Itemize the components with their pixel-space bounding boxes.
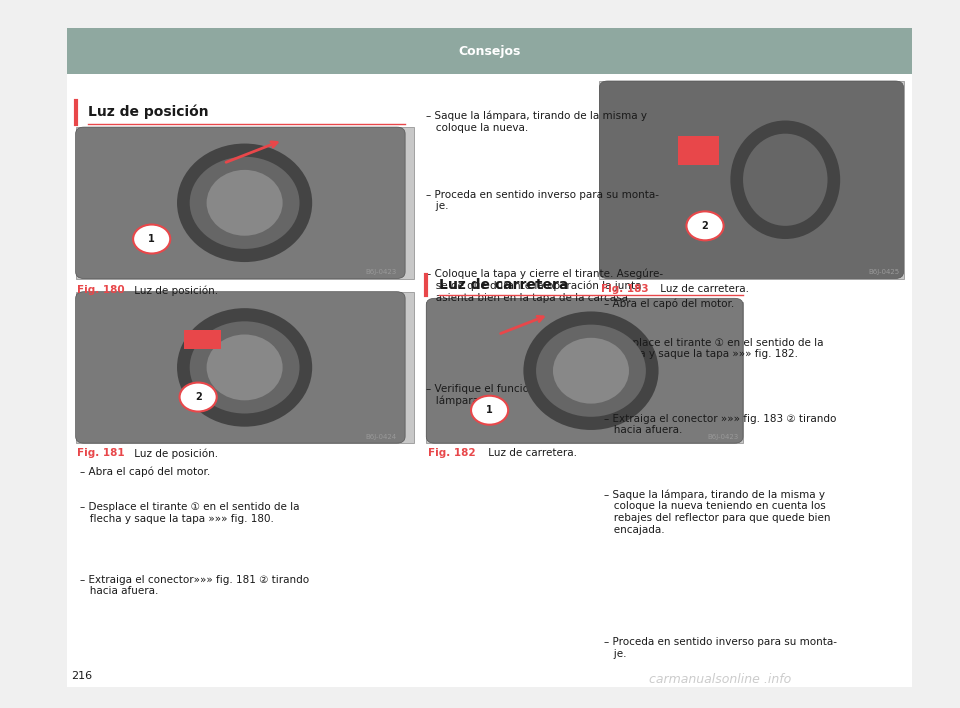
FancyBboxPatch shape	[67, 28, 912, 687]
Text: Luz de carretera: Luz de carretera	[439, 278, 568, 292]
Circle shape	[686, 212, 724, 240]
Text: 1: 1	[486, 405, 493, 415]
Text: – Coloque la tapa y cierre el tirante. Asegúre-
   se de que durante la operació: – Coloque la tapa y cierre el tirante. A…	[426, 268, 663, 303]
FancyBboxPatch shape	[599, 81, 903, 278]
Text: B6J-0425: B6J-0425	[868, 269, 900, 275]
Text: B6J-0423: B6J-0423	[366, 269, 396, 275]
Ellipse shape	[190, 321, 300, 413]
Ellipse shape	[743, 134, 828, 226]
Text: 2: 2	[195, 392, 202, 402]
FancyBboxPatch shape	[76, 292, 414, 443]
Ellipse shape	[177, 308, 312, 427]
Text: B6J-0423: B6J-0423	[708, 434, 739, 440]
Text: – Saque la lámpara, tirando de la misma y
   coloque la nueva.: – Saque la lámpara, tirando de la misma …	[426, 110, 647, 132]
Ellipse shape	[523, 312, 659, 430]
FancyBboxPatch shape	[426, 298, 743, 443]
Text: 216: 216	[71, 671, 92, 682]
FancyBboxPatch shape	[76, 127, 414, 278]
Text: – Abra el capó del motor.: – Abra el capó del motor.	[604, 298, 733, 309]
Text: Fig. 182: Fig. 182	[428, 448, 475, 458]
Ellipse shape	[190, 156, 300, 249]
Text: – Verifique el funcionamiento de la nueva
   lámpara.: – Verifique el funcionamiento de la nuev…	[426, 384, 643, 406]
FancyBboxPatch shape	[599, 81, 903, 278]
Text: Luz de carretera.: Luz de carretera.	[657, 284, 749, 294]
Text: – Proceda en sentido inverso para su monta-
   je.: – Proceda en sentido inverso para su mon…	[426, 190, 660, 211]
Circle shape	[180, 382, 217, 411]
FancyBboxPatch shape	[76, 127, 405, 278]
Ellipse shape	[553, 338, 629, 404]
FancyBboxPatch shape	[426, 302, 743, 443]
Text: Fig. 180: Fig. 180	[78, 285, 125, 295]
Text: Luz de posición: Luz de posición	[88, 105, 209, 119]
Ellipse shape	[177, 144, 312, 262]
Text: – Saque la lámpara, tirando de la misma y
   coloque la nueva teniendo en cuenta: – Saque la lámpara, tirando de la misma …	[604, 489, 830, 535]
FancyBboxPatch shape	[183, 330, 221, 349]
Text: B6J-0424: B6J-0424	[366, 434, 396, 440]
FancyBboxPatch shape	[678, 136, 719, 165]
Text: Consejos: Consejos	[459, 45, 520, 58]
Text: – Desplace el tirante ① en el sentido de la
   flecha y saque la tapa »»» fig. 1: – Desplace el tirante ① en el sentido de…	[604, 338, 823, 360]
Text: – Desplace el tirante ① en el sentido de la
   flecha y saque la tapa »»» fig. 1: – Desplace el tirante ① en el sentido de…	[80, 503, 300, 524]
Text: 2: 2	[702, 221, 708, 231]
Text: – Extraiga el conector »»» fig. 183 ② tirando
   hacia afuera.: – Extraiga el conector »»» fig. 183 ② ti…	[604, 413, 836, 435]
Text: Luz de carretera.: Luz de carretera.	[486, 448, 577, 458]
Ellipse shape	[206, 170, 282, 236]
Ellipse shape	[536, 324, 646, 417]
Circle shape	[133, 224, 170, 253]
Circle shape	[471, 396, 508, 425]
Text: – Extraiga el conector»»» fig. 181 ② tirando
   hacia afuera.: – Extraiga el conector»»» fig. 181 ② tir…	[80, 575, 309, 596]
Text: carmanualsonline .info: carmanualsonline .info	[649, 673, 791, 686]
Ellipse shape	[206, 334, 282, 400]
Text: Fig. 181: Fig. 181	[78, 448, 125, 458]
FancyBboxPatch shape	[67, 28, 912, 74]
Ellipse shape	[731, 120, 840, 239]
Text: – Proceda en sentido inverso para su monta-
   je.: – Proceda en sentido inverso para su mon…	[604, 637, 837, 659]
Text: Luz de posición.: Luz de posición.	[132, 448, 219, 459]
FancyBboxPatch shape	[76, 292, 405, 443]
Text: Fig. 183: Fig. 183	[601, 284, 649, 294]
Text: 1: 1	[148, 234, 156, 244]
Text: – Abra el capó del motor.: – Abra el capó del motor.	[80, 466, 210, 476]
Text: Luz de posición.: Luz de posición.	[132, 285, 219, 296]
